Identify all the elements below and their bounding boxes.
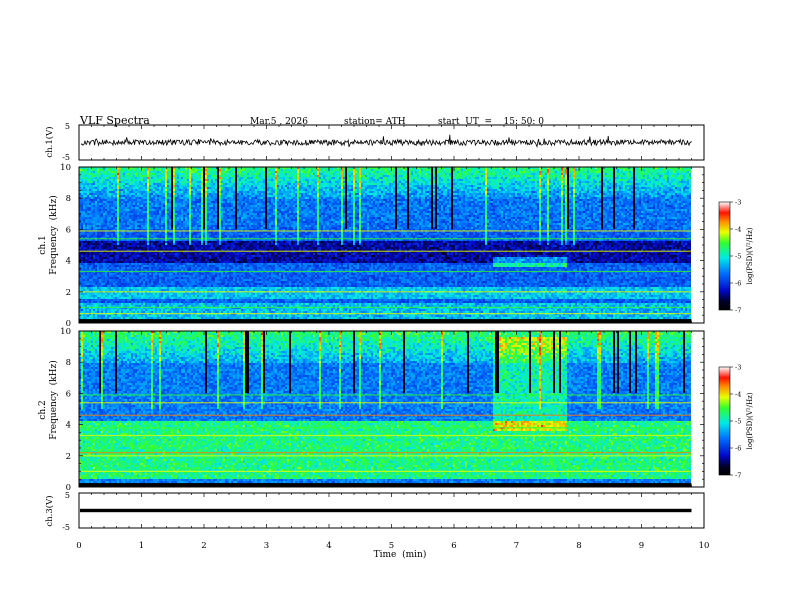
colorbar-tick-label: -5 bbox=[735, 253, 741, 261]
frequency-tick-label: 6 bbox=[66, 389, 71, 399]
ch1-voltage-panel: 5 -5 ch.1(V) bbox=[44, 122, 705, 162]
frequency-tick-label: 2 bbox=[66, 452, 71, 462]
colorbar-tick-label: -7 bbox=[735, 472, 741, 480]
ch1-colorbar: -3 -4 -5 -6 -7 log(PSD)(V²/Hz) bbox=[718, 199, 754, 315]
colorbar-tick-label: -6 bbox=[735, 445, 741, 453]
ch1-colorbar-ticks: -3 -4 -5 -6 -7 bbox=[730, 199, 741, 315]
date-label: Mar.5 , 2026 bbox=[250, 117, 308, 127]
time-tick-label: 4 bbox=[326, 541, 331, 551]
ch3-voltage-ytick-bottom: -5 bbox=[62, 523, 70, 532]
time-tick-label: 5 bbox=[389, 541, 394, 551]
frequency-tick-label: 10 bbox=[60, 163, 71, 173]
ch1-spectrogram-panel: 0 2 4 6 8 10 ch.1 Frequency (kHz) bbox=[38, 163, 705, 329]
ch2-colorbar: -3 -4 -5 -6 -7 log(PSD)(V²/Hz) bbox=[718, 364, 754, 480]
frequency-tick-label: 2 bbox=[66, 288, 71, 298]
ch3-voltage-xticks bbox=[78, 493, 705, 528]
time-tick-label: 3 bbox=[264, 541, 269, 551]
time-tick-label: 10 bbox=[699, 541, 710, 551]
ch2-spectrogram-heatmap bbox=[79, 331, 692, 487]
frequency-tick-label: 0 bbox=[66, 319, 71, 329]
time-tick-label: 2 bbox=[201, 541, 206, 551]
ch2-spectrogram-ylabel-channel: ch.2 bbox=[38, 400, 48, 419]
ch1-voltage-xticks bbox=[78, 125, 705, 160]
ch1-frequency-ticks: 0 2 4 6 8 10 bbox=[60, 163, 704, 329]
ch2-spectrogram-ylabel-frequency: Frequency (kHz) bbox=[48, 360, 59, 439]
time-tick-label: 0 bbox=[76, 541, 81, 551]
frequency-tick-label: 0 bbox=[66, 483, 71, 493]
frequency-tick-label: 8 bbox=[66, 194, 71, 204]
time-axis-tick-labels: 0 1 2 3 4 5 6 7 8 9 10 bbox=[76, 541, 709, 551]
ch1-spectrogram-heatmap bbox=[79, 167, 692, 323]
ch2-frequency-ticks: 0 2 4 6 8 10 bbox=[60, 327, 704, 493]
colorbar-tick-label: -5 bbox=[735, 418, 741, 426]
colorbar-tick-label: -3 bbox=[735, 364, 741, 372]
colorbar-tick-label: -7 bbox=[735, 307, 741, 315]
ch3-voltage-ylabel: ch.3(V) bbox=[44, 495, 55, 526]
ch2-spectrogram-xticks bbox=[78, 331, 705, 487]
ch3-voltage-ytick-top: 5 bbox=[65, 491, 70, 500]
time-tick-label: 6 bbox=[451, 541, 456, 551]
ch2-colorbar-ticks: -3 -4 -5 -6 -7 bbox=[730, 364, 741, 480]
frequency-tick-label: 4 bbox=[66, 421, 71, 431]
colorbar-tick-label: -6 bbox=[735, 280, 741, 288]
colorbar-tick-label: -3 bbox=[735, 199, 741, 207]
frequency-tick-label: 6 bbox=[66, 225, 71, 235]
ch1-voltage-ytick-top: 5 bbox=[65, 122, 70, 131]
ch2-colorbar-label: log(PSD)(V²/Hz) bbox=[746, 392, 754, 449]
time-tick-label: 8 bbox=[576, 541, 581, 551]
ch1-voltage-ylabel: ch.1(V) bbox=[44, 126, 55, 157]
ch2-colorbar-scale bbox=[718, 366, 731, 476]
time-axis-label: Time (min) bbox=[374, 549, 427, 560]
time-tick-label: 1 bbox=[139, 541, 144, 551]
figure-title: VLF Spectra bbox=[79, 114, 150, 127]
ch1-voltage-ytick-bottom: -5 bbox=[62, 153, 70, 162]
frequency-tick-label: 10 bbox=[60, 327, 71, 337]
ch3-voltage-panel: 5 -5 ch.3(V) bbox=[44, 491, 705, 532]
ch2-spectrogram-panel: 0 2 4 6 8 10 ch.2 Frequency (kHz) bbox=[38, 327, 705, 493]
start-time-label: start UT = 15: 50: 0 bbox=[438, 117, 544, 127]
ch1-colorbar-scale bbox=[718, 201, 731, 311]
frequency-tick-label: 8 bbox=[66, 358, 71, 368]
ch1-spectrogram-xticks bbox=[78, 167, 705, 323]
time-tick-label: 7 bbox=[514, 541, 519, 551]
station-label: station= ATH bbox=[344, 117, 406, 127]
ch1-spectrogram-ylabel-frequency: Frequency (kHz) bbox=[48, 195, 59, 274]
ch1-spectrogram-ylabel-channel: ch.1 bbox=[38, 235, 48, 254]
ch3-voltage-trace bbox=[80, 508, 692, 513]
ch1-voltage-trace bbox=[80, 134, 692, 149]
colorbar-tick-label: -4 bbox=[735, 226, 741, 234]
frequency-tick-label: 4 bbox=[66, 257, 71, 267]
time-tick-label: 9 bbox=[639, 541, 644, 551]
colorbar-tick-label: -4 bbox=[735, 391, 741, 399]
ch1-colorbar-label: log(PSD)(V²/Hz) bbox=[746, 227, 754, 284]
